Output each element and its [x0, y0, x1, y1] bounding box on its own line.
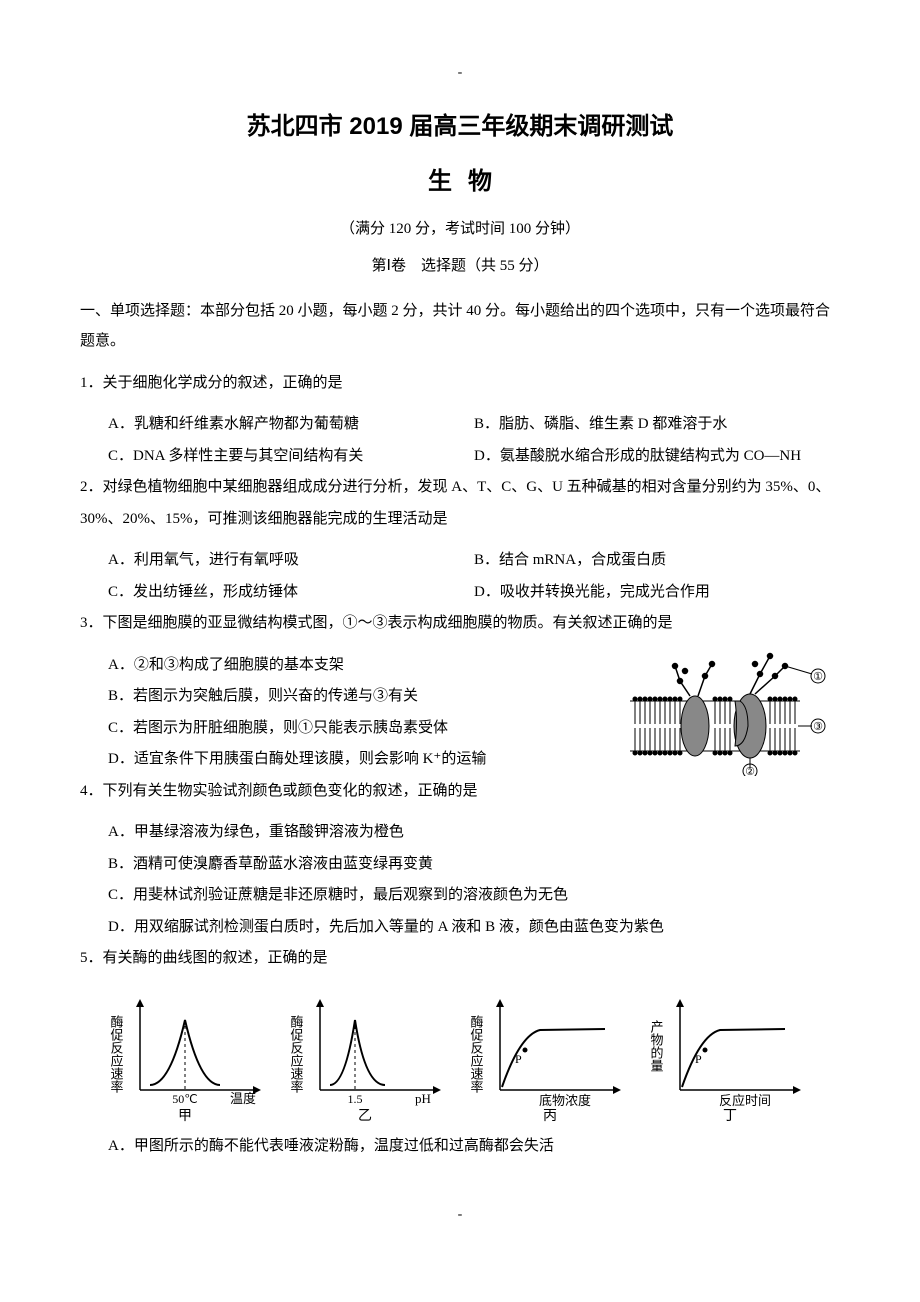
svg-text:反应时间: 反应时间	[719, 1093, 771, 1108]
subject-title: 生物	[80, 160, 840, 203]
q5-charts-row: 酶促反应速率 50℃ 温度 甲 酶促反应速率 1.5 pH 乙	[80, 985, 840, 1125]
q3-option-b: B．若图示为突触后膜，则兴奋的传递与③有关	[80, 681, 580, 713]
section-instruction: 一、单项选择题：本部分包括 20 小题，每小题 2 分，共计 40 分。每小题给…	[80, 296, 840, 356]
question-3-stem: 3．下图是细胞膜的亚显微结构模式图，①～③表示构成细胞膜的物质。有关叙述正确的是	[80, 608, 840, 640]
q3-option-c: C．若图示为肝脏细胞膜，则①只能表示胰岛素受体	[80, 713, 580, 745]
svg-text:pH: pH	[415, 1091, 431, 1106]
q2-option-b: B．结合 mRNA，合成蛋白质	[474, 545, 840, 577]
svg-text:酶促反应速率: 酶促反应速率	[290, 1014, 304, 1093]
q1-option-a: A．乳糖和纤维素水解产物都为葡萄糖	[108, 409, 474, 441]
svg-text:底物浓度: 底物浓度	[539, 1093, 591, 1108]
svg-text:①: ①	[813, 671, 823, 683]
section-header: 第Ⅰ卷 选择题（共 55 分）	[80, 253, 840, 280]
svg-text:温度: 温度	[230, 1091, 256, 1106]
svg-text:②: ②	[745, 766, 755, 776]
chart-bing: P 酶促反应速率 底物浓度 丙	[470, 995, 630, 1125]
q2-option-a: A．利用氧气，进行有氧呼吸	[108, 545, 474, 577]
q4-option-b: B．酒精可使溴麝香草酚蓝水溶液由蓝变绿再变黄	[80, 849, 840, 881]
chart-jia: 酶促反应速率 50℃ 温度 甲	[110, 995, 270, 1125]
question-5-stem: 5．有关酶的曲线图的叙述，正确的是	[80, 943, 840, 975]
svg-text:50℃: 50℃	[172, 1092, 197, 1106]
question-4-stem: 4．下列有关生物实验试剂颜色或颜色变化的叙述，正确的是	[80, 776, 840, 808]
svg-text:③: ③	[813, 721, 823, 733]
q5-option-a: A．甲图所示的酶不能代表唾液淀粉酶，温度过低和过高酶都会失活	[80, 1131, 840, 1163]
header-dash: -	[80, 60, 840, 85]
question-1-stem: 1．关于细胞化学成分的叙述，正确的是	[80, 368, 840, 400]
svg-text:1.5: 1.5	[348, 1092, 363, 1106]
q2-option-d: D．吸收并转换光能，完成光合作用	[474, 577, 840, 609]
question-2-stem: 2．对绿色植物细胞中某细胞器组成成分进行分析，发现 A、T、C、G、U 五种碱基…	[80, 472, 840, 535]
q2-option-c: C．发出纺锤丝，形成纺锤体	[108, 577, 474, 609]
svg-text:甲: 甲	[178, 1109, 192, 1124]
svg-text:产物的量: 产物的量	[650, 1020, 664, 1072]
svg-text:丁: 丁	[723, 1109, 737, 1124]
footer-dash: -	[80, 1202, 840, 1227]
svg-text:P: P	[695, 1052, 702, 1066]
svg-text:乙: 乙	[358, 1108, 372, 1124]
q1-option-d: D．氨基酸脱水缩合形成的肽键结构式为 CO—NH	[474, 441, 840, 473]
svg-text:丙: 丙	[543, 1109, 557, 1124]
q4-option-c: C．用斐林试剂验证蔗糖是非还原糖时，最后观察到的溶液颜色为无色	[80, 880, 840, 912]
q3-option-a: A．②和③构成了细胞膜的基本支架	[80, 650, 580, 682]
svg-text:酶促反应速率: 酶促反应速率	[470, 1014, 484, 1093]
chart-ding: P 产物的量 反应时间 丁	[650, 995, 810, 1125]
q4-option-d: D．用双缩脲试剂检测蛋白质时，先后加入等量的 A 液和 B 液，颜色由蓝色变为紫…	[80, 912, 840, 944]
q4-option-a: A．甲基绿溶液为绿色，重铬酸钾溶液为橙色	[80, 817, 840, 849]
chart-yi: 酶促反应速率 1.5 pH 乙	[290, 995, 450, 1125]
q1-option-c: C．DNA 多样性主要与其空间结构有关	[108, 441, 474, 473]
membrane-diagram: ① ② ③	[620, 646, 830, 776]
svg-text:P: P	[515, 1052, 522, 1066]
exam-meta: （满分 120 分，考试时间 100 分钟）	[80, 216, 840, 243]
q3-option-d: D．适宜条件下用胰蛋白酶处理该膜，则会影响 K⁺的运输	[80, 744, 580, 776]
svg-text:酶促反应速率: 酶促反应速率	[110, 1014, 124, 1093]
q1-option-b: B．脂肪、磷脂、维生素 D 都难溶于水	[474, 409, 840, 441]
exam-title: 苏北四市 2019 届高三年级期末调研测试	[80, 105, 840, 148]
